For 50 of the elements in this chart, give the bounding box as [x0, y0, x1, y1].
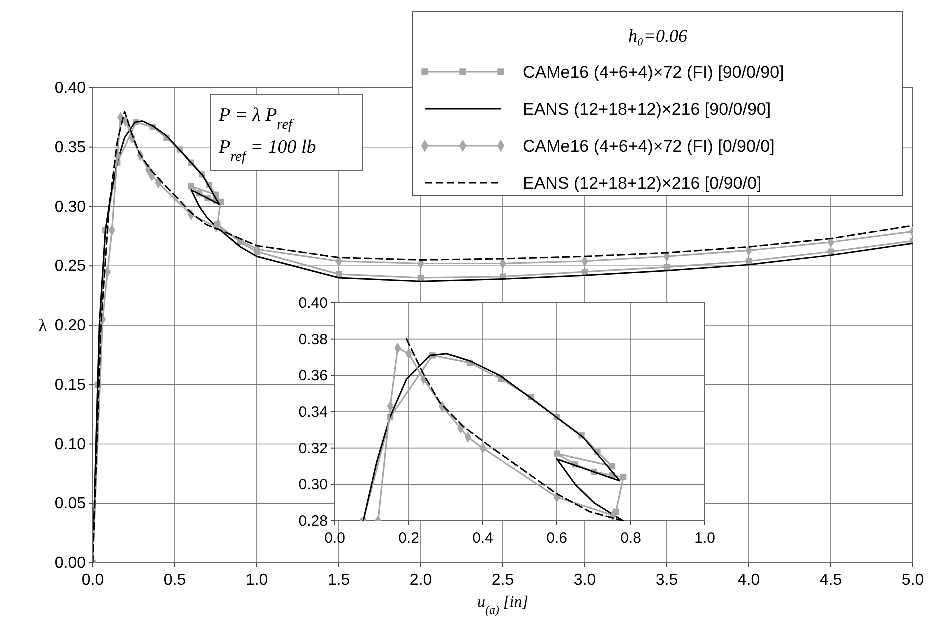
- x-tick-label: 0.0: [82, 572, 104, 589]
- point: [620, 474, 627, 480]
- x-tick-label: 4.0: [738, 572, 760, 589]
- y-tick-label: 0.40: [54, 80, 86, 97]
- legend-label: EANS (12+18+12)×216 [90/0/90]: [523, 100, 772, 119]
- y-tick-label: 0.28: [298, 513, 328, 530]
- x-tick-label: 0.8: [620, 530, 642, 547]
- annotation: P = λ P$_{ref}$: [218, 105, 295, 133]
- point: [554, 450, 560, 457]
- y-tick-label: 0.30: [54, 198, 86, 216]
- y-tick-label: 0.34: [298, 404, 328, 421]
- y-tick-label: 0.25: [54, 258, 86, 276]
- y-tick-label: 0.32: [298, 440, 328, 458]
- y-tick-label: 0.20: [54, 318, 86, 334]
- y-tick-label: 0.38: [298, 331, 328, 348]
- x-tick-label: 0.5: [164, 572, 186, 589]
- y-axis-title: λ: [38, 316, 48, 336]
- x-tick-label: 4.5: [820, 572, 842, 589]
- legend-label: EANS (12+18+12)×216 [0/90/0]: [523, 174, 762, 193]
- legend-label: CAMe16 (4+6+4)×72 (FI) [0/90/0]: [523, 137, 775, 156]
- x-tick-label: 2.5: [492, 572, 514, 589]
- x-tick-label: 3.0: [574, 572, 596, 589]
- point: [664, 264, 670, 270]
- y-tick-label: 0.15: [54, 376, 86, 394]
- point: [828, 248, 834, 255]
- y-tick-label: 0.00: [54, 555, 86, 572]
- y-tick-label: 0.35: [54, 139, 86, 156]
- x-tick-label: 0.0: [324, 530, 346, 547]
- point: [582, 268, 588, 276]
- x-tick-label: 1.5: [328, 572, 350, 589]
- y-tick-label: 0.36: [298, 368, 328, 385]
- x-tick-label: 1.0: [694, 530, 716, 547]
- annotation: P$_{ref}$ = 100 lb: [218, 137, 316, 165]
- legend-title: h₀=0.06: [628, 26, 688, 46]
- x-tick-label: 5.0: [902, 572, 924, 589]
- x-tick-label: 3.5: [656, 572, 678, 589]
- point: [609, 463, 616, 470]
- x-tick-label: 1.0: [246, 572, 268, 589]
- x-tick-label: 0.4: [472, 530, 494, 547]
- x-axis-title: u$_{(a)}$ [in]: [478, 594, 528, 617]
- x-tick-label: 0.6: [546, 530, 568, 547]
- y-tick-label: 0.10: [54, 436, 86, 454]
- y-tick-label: 0.30: [298, 476, 328, 494]
- point: [418, 274, 424, 282]
- legend-label: CAMe16 (4+6+4)×72 (FI) [90/0/90]: [523, 63, 784, 82]
- y-tick-label: 0.05: [54, 496, 86, 513]
- x-tick-label: 0.2: [398, 530, 420, 547]
- y-tick-label: 0.40: [298, 295, 328, 312]
- x-tick-label: 2.0: [410, 572, 432, 589]
- point: [188, 183, 194, 190]
